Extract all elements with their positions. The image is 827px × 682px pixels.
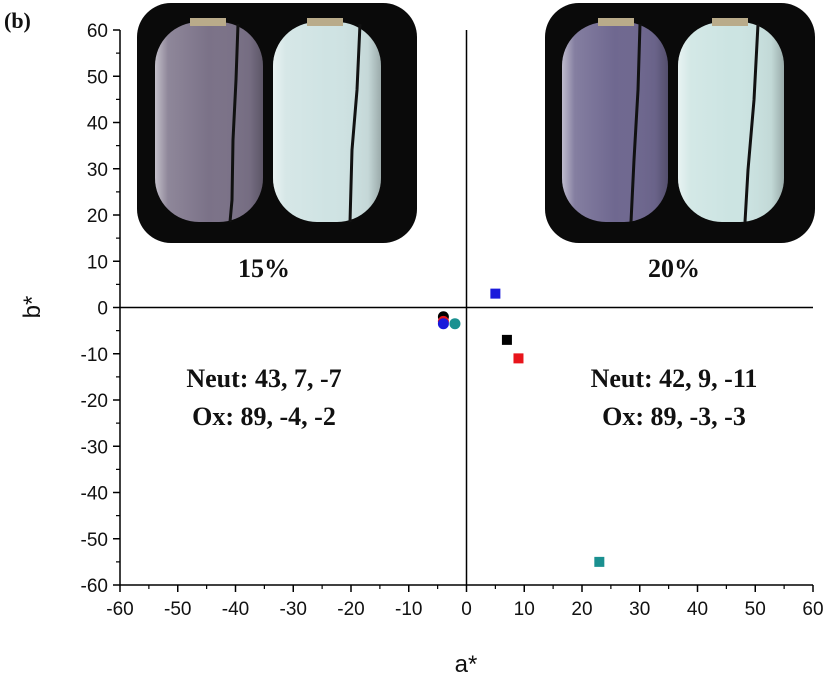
photo-15-cap-right — [307, 18, 343, 26]
photo-15-cap-left — [190, 18, 226, 26]
left-neut-values: Neut: 43, 7, -7 — [186, 364, 341, 393]
right-ox-values: Ox: 89, -3, -3 — [602, 402, 746, 431]
y-tick-label: 60 — [87, 21, 108, 42]
scatter-point-square — [594, 556, 605, 567]
scatter-point-circle — [437, 318, 449, 330]
scatter-point-circle — [449, 318, 461, 330]
y-tick-label: -40 — [81, 484, 108, 505]
x-tick-labels: -60 -50 -40 -30 -20 -10 0 10 20 30 40 50 60 — [106, 599, 823, 620]
x-tick-label: -60 — [106, 599, 133, 620]
photo-20-wire-right — [743, 23, 760, 223]
photo-15-wire-right — [348, 23, 362, 223]
data-points — [437, 288, 605, 567]
x-tick-label: -50 — [164, 599, 191, 620]
left-ox-values: Ox: 89, -4, -2 — [192, 402, 336, 431]
y-tick-label: -20 — [81, 391, 108, 412]
photo-15-percent — [137, 3, 417, 243]
x-tick-label: 30 — [629, 599, 650, 620]
axis-ticks — [113, 29, 814, 592]
y-tick-label: -50 — [81, 530, 108, 551]
x-tick-label: 40 — [687, 599, 708, 620]
x-tick-label: -30 — [280, 599, 307, 620]
photo-20-oxidized-shade — [678, 22, 784, 222]
x-tick-label: 0 — [461, 599, 472, 620]
photo-20-percent — [545, 3, 815, 243]
photo-15-wire-left — [228, 23, 240, 223]
y-tick-label: 10 — [87, 252, 108, 273]
y-tick-label: -30 — [81, 437, 108, 458]
x-tick-label: 50 — [745, 599, 766, 620]
y-tick-label: 20 — [87, 206, 108, 227]
scatter-point-square — [501, 334, 512, 345]
y-tick-label: -10 — [81, 345, 108, 366]
x-tick-label: -10 — [395, 599, 422, 620]
y-tick-label: 30 — [87, 160, 108, 181]
y-tick-label: 0 — [97, 299, 108, 320]
x-tick-label: -40 — [222, 599, 249, 620]
right-neut-values: Neut: 42, 9, -11 — [591, 364, 758, 393]
scatter-point-square — [513, 353, 524, 364]
x-tick-label: 10 — [514, 599, 535, 620]
x-tick-label: 60 — [802, 599, 823, 620]
photo-15-oxidized-shade — [273, 22, 381, 222]
panel-label: (b) — [4, 8, 31, 33]
label-20-percent: 20% — [648, 254, 700, 283]
y-tick-label: 50 — [87, 67, 108, 88]
y-tick-label: -60 — [81, 576, 108, 597]
x-tick-label: 20 — [571, 599, 592, 620]
y-axis-title: b* — [19, 296, 46, 319]
photo-20-neutral-shade — [562, 22, 668, 222]
photo-15-neutral-shade — [155, 22, 263, 222]
x-tick-label: -20 — [337, 599, 364, 620]
photo-20-cap-left — [598, 18, 634, 26]
y-tick-label: 40 — [87, 114, 108, 135]
photo-20-wire-left — [629, 23, 642, 223]
label-15-percent: 15% — [238, 254, 290, 283]
y-tick-labels: 60 50 40 30 20 10 0 -10 -20 -30 -40 -50 -60 — [81, 21, 108, 597]
scatter-point-square — [490, 288, 501, 299]
x-axis-title: a* — [455, 651, 478, 678]
photo-20-cap-right — [712, 18, 748, 26]
